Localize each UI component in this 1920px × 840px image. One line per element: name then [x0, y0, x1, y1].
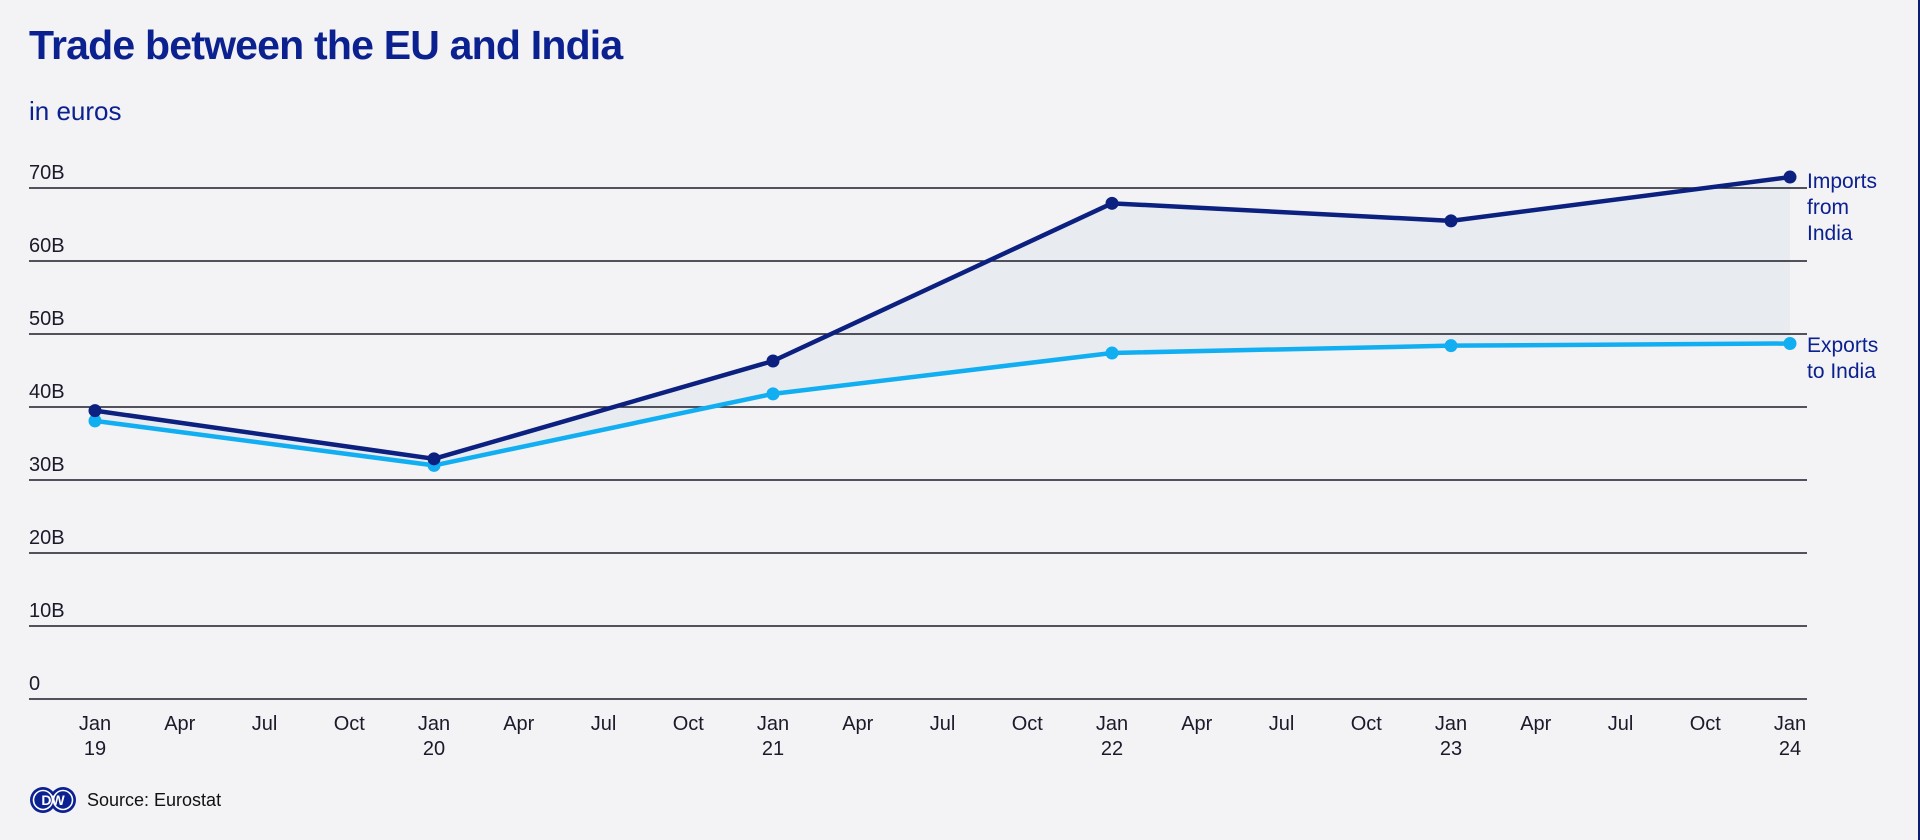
y-tick-label: 10B: [29, 600, 65, 622]
x-tick-label: Jan: [1435, 713, 1467, 735]
chart-title: Trade between the EU and India: [29, 22, 623, 68]
x-tick-label: Apr: [503, 713, 534, 735]
dw-logo: DW: [30, 787, 76, 813]
y-tick-label: 20B: [29, 527, 65, 549]
imports-from-india-point: [1783, 170, 1797, 184]
exports-to-india-point: [1444, 339, 1458, 353]
imports-from-india-point: [427, 452, 441, 466]
x-tick-label: Jul: [1269, 713, 1295, 735]
x-tick-label: Apr: [164, 713, 195, 735]
exports-to-india-point: [1783, 336, 1797, 350]
imports-from-india-label: from: [1807, 196, 1849, 219]
source-note: Source: Eurostat: [87, 789, 222, 810]
chart-area: 0 10B 20B 30B 40B 50B 60B 70B Jan 19 Apr Jul Oct Jan 2…: [29, 162, 1878, 760]
x-tick-label: Apr: [1520, 713, 1551, 735]
x-tick-label: Oct: [1351, 713, 1383, 735]
chart-subtitle: in euros: [29, 96, 122, 126]
footer: DW Source: Eurostat: [29, 786, 221, 814]
imports-from-india-point: [1444, 214, 1458, 228]
exports-to-india-point: [766, 387, 780, 401]
exports-to-india-point: [1105, 346, 1119, 360]
x-tick-label: Jan: [757, 713, 789, 735]
imports-from-india-point: [1105, 196, 1119, 210]
x-tick-label: Oct: [1690, 713, 1722, 735]
imports-from-india-point: [88, 404, 102, 418]
imports-from-india-point: [766, 354, 780, 368]
x-tick-year-label: 22: [1101, 738, 1123, 760]
y-tick-label: 30B: [29, 454, 65, 476]
y-tick-label: 70B: [29, 162, 65, 184]
x-tick-label: Jul: [1608, 713, 1634, 735]
x-tick-label: Jan: [79, 713, 111, 735]
x-tick-label: Jan: [1774, 713, 1806, 735]
imports-from-india-line: [94, 174, 1791, 462]
x-tick-label: Jul: [930, 713, 956, 735]
imports-from-india-label: India: [1807, 222, 1853, 245]
x-tick-label: Apr: [842, 713, 873, 735]
x-tick-label: Jan: [1096, 713, 1128, 735]
x-tick-label: Oct: [1012, 713, 1044, 735]
exports-to-india-line: [94, 341, 1791, 468]
exports-to-india-label: to India: [1807, 360, 1876, 383]
x-tick-label: Oct: [673, 713, 705, 735]
gap-shading: [95, 177, 1790, 466]
x-tick-label: Jan: [418, 713, 450, 735]
x-tick-year-label: 24: [1779, 738, 1801, 760]
exports-to-india-point: [88, 414, 102, 428]
x-tick-label: Oct: [334, 713, 366, 735]
y-tick-label: 40B: [29, 381, 65, 403]
dw-logo-text: DW: [41, 792, 65, 808]
imports-from-india-label: Imports: [1807, 170, 1877, 193]
x-tick-label: Jul: [252, 713, 278, 735]
exports-to-india-label: Exports: [1807, 334, 1878, 357]
x-tick-year-label: 20: [423, 738, 445, 760]
x-tick-year-label: 23: [1440, 738, 1462, 760]
x-tick-label: Jul: [591, 713, 617, 735]
x-tick-label: Apr: [1181, 713, 1212, 735]
y-tick-label: 60B: [29, 235, 65, 257]
y-tick-label: 50B: [29, 308, 65, 330]
x-tick-year-label: 19: [84, 738, 106, 760]
right-edge-border: [1918, 0, 1920, 840]
x-tick-year-label: 21: [762, 738, 784, 760]
y-tick-label: 0: [29, 673, 40, 695]
